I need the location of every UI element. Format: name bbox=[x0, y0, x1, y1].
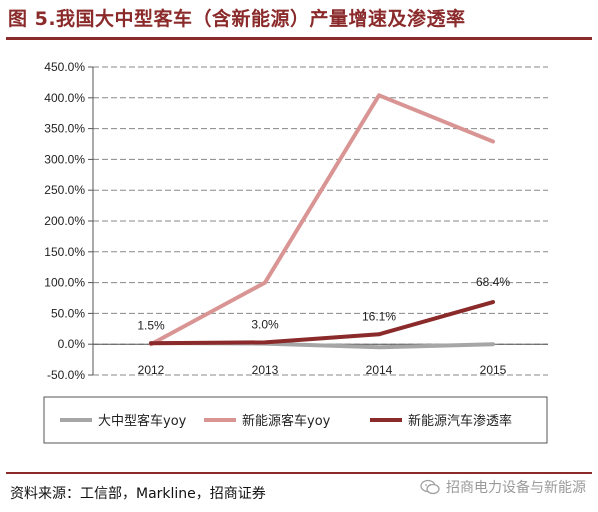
watermark: 招商电力设备与新能源 bbox=[420, 477, 586, 497]
figure-title: 图 5.我国大中型客车（含新能源）产量增速及渗透率 bbox=[8, 8, 466, 30]
data-labels: 1.5% 3.0% 16.1% 68.4% bbox=[137, 275, 510, 332]
y-tick-label: 450.0% bbox=[44, 60, 85, 74]
gridlines bbox=[93, 66, 548, 376]
data-label: 68.4% bbox=[476, 275, 510, 289]
x-tick-label: 2013 bbox=[252, 363, 279, 377]
line-chart: -50.0% 0.0% 50.0% 100.0% 150.0% 200.0% 250.0% 3… bbox=[43, 60, 548, 444]
legend: 大中型客车yoy 新能源客车yoy 新能源汽车渗透率 bbox=[43, 396, 548, 444]
x-tick-label: 2015 bbox=[480, 363, 507, 377]
watermark-text: 招商电力设备与新能源 bbox=[446, 480, 586, 496]
data-label: 1.5% bbox=[137, 318, 165, 332]
title-rule bbox=[6, 37, 592, 40]
y-tick-label: 400.0% bbox=[44, 91, 85, 105]
data-label: 16.1% bbox=[362, 309, 396, 323]
y-tick-label: -50.0% bbox=[47, 368, 85, 382]
series-lines bbox=[149, 93, 495, 350]
legend-label: 大中型客车yoy bbox=[98, 413, 187, 429]
x-tick-label: 2014 bbox=[366, 363, 393, 377]
y-tick-label: 100.0% bbox=[44, 276, 85, 290]
y-tick-label: 250.0% bbox=[44, 183, 85, 197]
x-axis: 2012 2013 2014 2015 bbox=[93, 343, 548, 377]
legend-label: 新能源客车yoy bbox=[242, 413, 331, 429]
x-tick-label: 2012 bbox=[138, 363, 165, 377]
source-rule bbox=[6, 472, 592, 474]
wechat-icon bbox=[420, 479, 440, 495]
legend-box bbox=[43, 396, 548, 444]
y-tick-label: 0.0% bbox=[58, 337, 86, 351]
y-axis: -50.0% 0.0% 50.0% 100.0% 150.0% 200.0% 250.0% 3… bbox=[44, 60, 94, 382]
y-tick-label: 150.0% bbox=[44, 245, 85, 259]
series-line-2 bbox=[149, 93, 495, 347]
data-label: 3.0% bbox=[251, 317, 279, 331]
y-tick-label: 350.0% bbox=[44, 122, 85, 136]
legend-label: 新能源汽车渗透率 bbox=[408, 413, 512, 429]
y-tick-label: 300.0% bbox=[44, 152, 85, 166]
y-tick-label: 200.0% bbox=[44, 214, 85, 228]
y-tick-label: 50.0% bbox=[51, 306, 85, 320]
source-note: 资料来源：工信部，Markline，招商证券 bbox=[10, 486, 266, 502]
series-line-3 bbox=[149, 300, 495, 346]
